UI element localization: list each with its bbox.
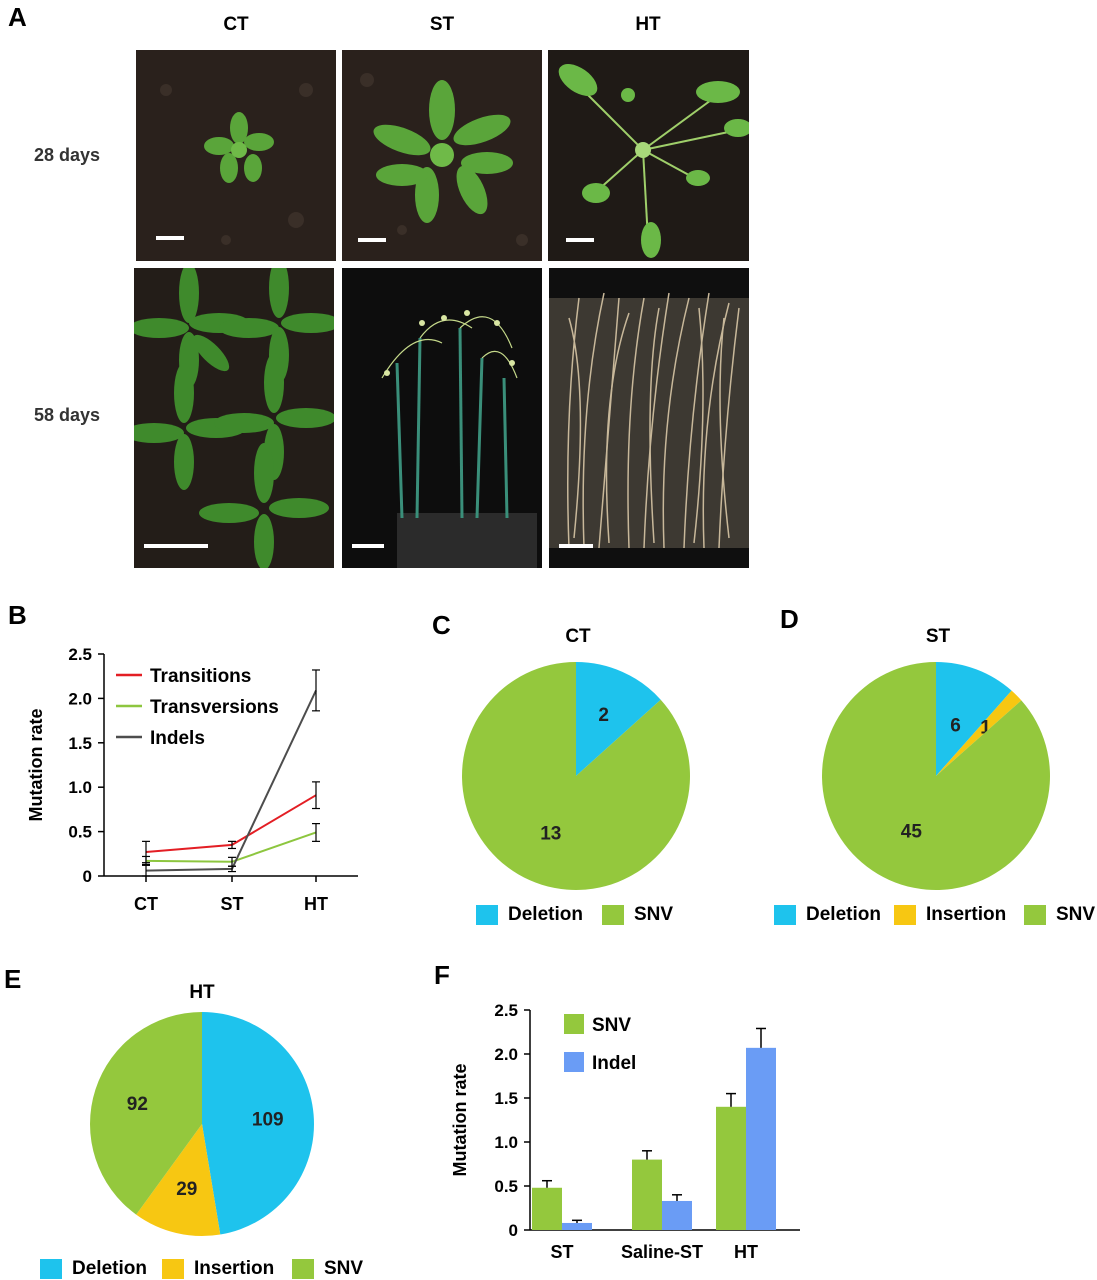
photo-st-28-days: [342, 50, 542, 261]
panel-letter-e: E: [4, 964, 22, 994]
bar-indel: [662, 1200, 692, 1230]
legend-swatch-deletion: [774, 905, 796, 925]
column-label-ct: CT: [223, 14, 249, 35]
legend-label-indel: Indel: [592, 1053, 636, 1074]
chart-d-title: ST: [925, 626, 951, 647]
chart-b-line: 0 0.5 1.0 1.5 2.0 2.5 CT ST HT Mutation rate Trans…: [26, 645, 358, 914]
legend-swatch-indel: [564, 1052, 584, 1072]
column-label-ht: HT: [635, 14, 661, 35]
y-tick-label: 0.5: [68, 823, 92, 842]
photo-ht-58-days: [549, 268, 749, 568]
legend-d-deletion: Deletion: [774, 904, 881, 926]
legend-swatch-deletion: [476, 905, 498, 925]
chart-d-pie: 6 1 45: [822, 662, 1050, 890]
panel-letter-a: A: [8, 2, 27, 32]
x-tick-label: HT: [734, 1242, 758, 1262]
y-tick-label: 1.0: [68, 778, 92, 797]
legend-e-insertion: Insertion: [162, 1258, 274, 1280]
y-tick-label: 1.5: [68, 734, 92, 753]
pie-slice-deletion: [576, 662, 661, 776]
y-tick-label: 1.0: [494, 1133, 518, 1152]
legend-label-indels: Indels: [150, 728, 205, 749]
legend-e-snv: SNV: [292, 1258, 363, 1280]
photo-ht-28-days: [548, 50, 749, 261]
y-tick-label: 1.5: [494, 1089, 518, 1108]
legend-label-transitions: Transitions: [150, 666, 251, 687]
column-label-st: ST: [429, 14, 455, 35]
row-label-28-days: 28 days: [34, 145, 101, 165]
y-tick-label: 0: [83, 867, 92, 886]
scale-bar: [358, 238, 386, 242]
y-tick-label: 2.5: [494, 1001, 518, 1020]
legend-d-snv: SNV: [1024, 904, 1095, 926]
y-axis-label: Mutation rate: [26, 708, 46, 821]
pie-slice-snv: [90, 1012, 202, 1215]
pie-value-label: 29: [176, 1179, 197, 1200]
scale-bar: [352, 544, 384, 548]
pie-value-label: 1: [980, 718, 991, 739]
scale-bar: [156, 236, 184, 240]
chart-e-title: HT: [189, 982, 215, 1003]
bar-indel: [746, 1047, 776, 1230]
y-tick-label: 2.5: [68, 645, 92, 664]
x-tick-label: Saline-ST: [621, 1242, 703, 1262]
legend-c-deletion: Deletion: [476, 904, 583, 926]
legend-swatch-snv: [564, 1014, 584, 1034]
legend-swatch-snv: [1024, 905, 1046, 925]
pie-value-label: 2: [598, 705, 609, 726]
legend-swatch-insertion: [162, 1259, 184, 1279]
photo-ct-28-days: [136, 50, 336, 261]
bar-snv: [632, 1159, 662, 1230]
x-tick-label: ST: [220, 894, 243, 914]
legend-label-snv: SNV: [592, 1015, 631, 1036]
pie-value-label: 13: [540, 824, 561, 845]
pie-value-label: 92: [127, 1094, 148, 1115]
x-tick-label: HT: [304, 894, 328, 914]
scale-bar: [566, 238, 594, 242]
panel-letter-c: C: [432, 610, 451, 640]
panel-letter-f: F: [434, 960, 450, 990]
scale-bar: [559, 544, 593, 548]
pie-value-label: 6: [950, 716, 961, 737]
x-tick-label: CT: [134, 894, 158, 914]
photo-ct-58-days: [134, 268, 334, 568]
bar-snv: [716, 1106, 746, 1230]
chart-c-pie: 2 13: [461, 662, 690, 890]
pie-slice-snv: [461, 662, 690, 890]
photo-st-58-days: [342, 268, 542, 568]
pie-value-label: 45: [901, 822, 923, 843]
legend-c-snv: SNV: [602, 904, 673, 926]
legend-swatch-snv: [292, 1259, 314, 1279]
chart-f-bar: 0 0.5 1.0 1.5 2.0 2.5 Mutation rate ST Saline-ST…: [450, 1001, 800, 1262]
bar-snv: [532, 1187, 562, 1230]
y-tick-label: 0: [509, 1221, 518, 1240]
pie-slice-insertion: [136, 1124, 221, 1236]
legend-swatch-insertion: [894, 905, 916, 925]
y-tick-label: 0.5: [494, 1177, 518, 1196]
y-tick-label: 2.0: [68, 689, 92, 708]
legend-e-deletion: Deletion: [40, 1258, 147, 1280]
series-line-transitions: [145, 794, 317, 854]
bar-indel: [562, 1222, 592, 1230]
scale-bar: [144, 544, 208, 548]
pie-slice-snv: [822, 662, 1050, 890]
pie-slice-deletion: [936, 662, 1012, 776]
pie-slice-insertion: [936, 690, 1022, 776]
pie-slice-deletion: [202, 1012, 314, 1235]
chart-c-title: CT: [565, 626, 591, 647]
row-label-58-days: 58 days: [34, 405, 101, 425]
legend-swatch-snv: [602, 905, 624, 925]
legend-label-transversions: Transversions: [150, 697, 279, 718]
legend-d-insertion: Insertion: [894, 904, 1006, 926]
legend-swatch-deletion: [40, 1259, 62, 1279]
pie-value-label: 109: [252, 1110, 284, 1131]
y-tick-label: 2.0: [494, 1045, 518, 1064]
panel-letter-b: B: [8, 600, 27, 630]
chart-e-pie: 109 29 92: [90, 1012, 314, 1236]
x-tick-label: ST: [550, 1242, 573, 1262]
y-axis-label: Mutation rate: [450, 1063, 470, 1176]
panel-letter-d: D: [780, 604, 799, 634]
